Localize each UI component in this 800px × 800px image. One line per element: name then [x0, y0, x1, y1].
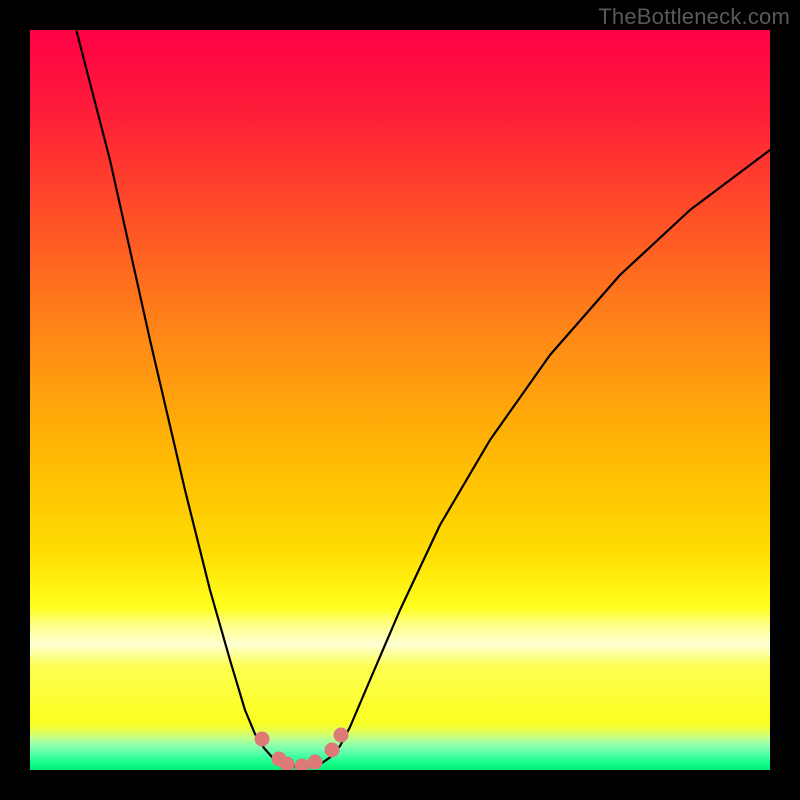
marker-point: [308, 755, 323, 770]
plot-area: [30, 30, 770, 770]
curve-layer: [30, 30, 770, 770]
bottleneck-curve: [75, 30, 770, 767]
marker-point: [334, 728, 349, 743]
marker-point: [255, 732, 270, 747]
marker-point: [325, 743, 340, 758]
marker-point: [295, 759, 310, 771]
watermark-text: TheBottleneck.com: [598, 4, 790, 30]
